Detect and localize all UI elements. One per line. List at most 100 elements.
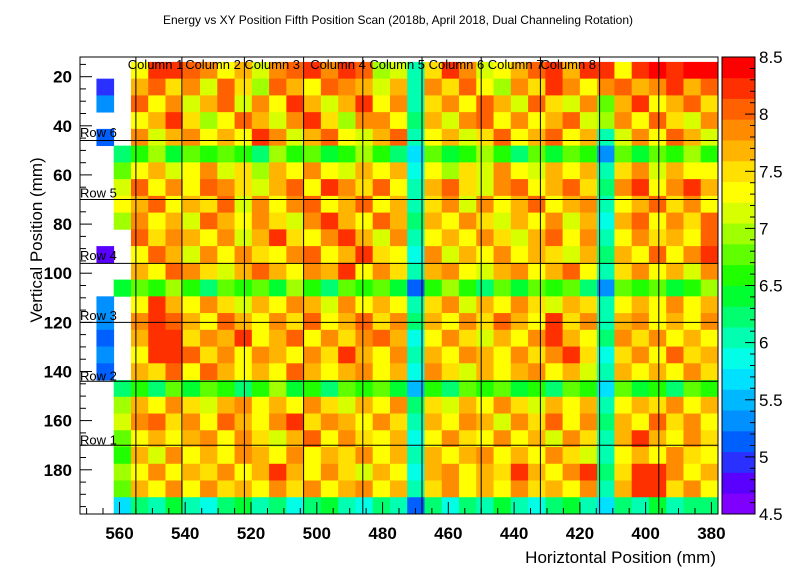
heatmap-cell bbox=[614, 112, 633, 130]
heatmap-cell bbox=[631, 229, 650, 247]
heatmap-cell bbox=[476, 363, 494, 381]
heatmap-cell bbox=[234, 195, 253, 214]
heatmap-cell bbox=[493, 396, 512, 414]
heatmap-cell bbox=[182, 329, 201, 347]
heatmap-cell bbox=[459, 329, 477, 347]
heatmap-cell bbox=[597, 195, 615, 214]
heatmap-cell bbox=[614, 380, 633, 398]
row-label: Row 4 bbox=[80, 248, 117, 263]
heatmap-cell bbox=[510, 112, 529, 130]
heatmap-cell bbox=[493, 61, 512, 80]
heatmap-cell bbox=[510, 95, 529, 113]
heatmap-cell bbox=[700, 396, 719, 414]
heatmap-cell bbox=[510, 262, 529, 280]
heatmap-cell bbox=[148, 329, 166, 347]
colorbar-tick-label: 5 bbox=[759, 448, 768, 467]
heatmap-cell bbox=[320, 396, 339, 414]
heatmap-cell bbox=[631, 329, 650, 347]
heatmap-cell bbox=[148, 480, 166, 498]
heatmap-cell bbox=[165, 229, 184, 247]
heatmap-cell bbox=[597, 413, 615, 431]
heatmap-cell bbox=[648, 363, 667, 381]
heatmap-cell bbox=[459, 229, 477, 247]
x-tick-label: 460 bbox=[434, 524, 462, 543]
heatmap-cell bbox=[320, 229, 339, 247]
heatmap-cell bbox=[459, 296, 477, 314]
heatmap-cell bbox=[355, 329, 374, 347]
heatmap-cell bbox=[372, 396, 391, 414]
heatmap-cell bbox=[666, 463, 684, 481]
y-tick-label: 180 bbox=[44, 461, 72, 480]
heatmap-cell bbox=[217, 262, 235, 280]
x-tick-label: 500 bbox=[303, 524, 331, 543]
heatmap-cell bbox=[631, 162, 650, 180]
heatmap-cell bbox=[165, 447, 184, 465]
heatmap-cell bbox=[493, 145, 512, 163]
heatmap-cell bbox=[251, 413, 270, 431]
heatmap-cell bbox=[666, 195, 684, 214]
heatmap-cell bbox=[648, 396, 667, 414]
heatmap-cell bbox=[700, 145, 719, 163]
colorbar-swatch bbox=[722, 430, 755, 453]
colorbar bbox=[721, 56, 756, 515]
heatmap-cell bbox=[614, 212, 633, 230]
heatmap-cell bbox=[683, 162, 702, 180]
heatmap-cell bbox=[251, 212, 270, 230]
heatmap-cell bbox=[165, 128, 184, 147]
heatmap-cell bbox=[493, 380, 512, 398]
heatmap-cell bbox=[510, 61, 529, 80]
heatmap-cell bbox=[666, 329, 684, 347]
heatmap-cell bbox=[303, 447, 322, 465]
heatmap-cell bbox=[234, 179, 253, 197]
heatmap-cell bbox=[251, 279, 270, 297]
heatmap-cell bbox=[424, 296, 443, 314]
heatmap-cell bbox=[303, 480, 322, 498]
heatmap-cell bbox=[234, 246, 253, 264]
x-tick-label: 560 bbox=[105, 524, 133, 543]
heatmap-cell bbox=[476, 112, 494, 130]
heatmap-cell bbox=[165, 95, 184, 113]
heatmap-cell bbox=[130, 430, 149, 448]
heatmap-cell bbox=[493, 195, 512, 214]
heatmap-cell bbox=[683, 145, 702, 163]
heatmap-cell bbox=[113, 179, 132, 197]
heatmap-cell bbox=[148, 396, 166, 414]
heatmap-cell bbox=[320, 363, 339, 381]
heatmap-cell bbox=[666, 162, 684, 180]
heatmap-cell bbox=[683, 380, 702, 398]
heatmap-cell bbox=[648, 497, 667, 515]
heatmap-cell bbox=[476, 480, 494, 498]
x-tick-label: 400 bbox=[631, 524, 659, 543]
heatmap-cell bbox=[200, 279, 218, 297]
heatmap-cell bbox=[130, 95, 149, 113]
heatmap-cell bbox=[424, 313, 443, 331]
heatmap-cell bbox=[510, 497, 529, 515]
heatmap-cell bbox=[579, 497, 598, 515]
heatmap-cell bbox=[217, 195, 235, 214]
heatmap-cell bbox=[510, 229, 529, 247]
heatmap-cell bbox=[355, 296, 374, 314]
heatmap-cell bbox=[130, 463, 149, 481]
y-tick-label: 100 bbox=[44, 264, 72, 283]
heatmap-cell bbox=[562, 430, 581, 448]
heatmap-cell bbox=[269, 246, 287, 264]
heatmap-cell bbox=[148, 262, 166, 280]
heatmap-cell bbox=[182, 313, 201, 331]
colorbar-swatch bbox=[722, 243, 755, 266]
heatmap-cell bbox=[130, 128, 149, 147]
colorbar-swatch bbox=[722, 119, 755, 141]
heatmap-cell bbox=[182, 128, 201, 147]
heatmap-cell bbox=[234, 229, 253, 247]
heatmap-cell bbox=[493, 246, 512, 264]
heatmap-cell bbox=[372, 463, 391, 481]
heatmap-cell bbox=[631, 179, 650, 197]
heatmap-cell bbox=[217, 396, 235, 414]
heatmap-cell bbox=[200, 380, 218, 398]
heatmap-cell bbox=[614, 396, 633, 414]
heatmap-cell bbox=[666, 480, 684, 498]
colorbar-tick-label: 8 bbox=[759, 105, 768, 124]
heatmap-cell bbox=[113, 430, 132, 448]
column-label: Column 6 bbox=[429, 57, 485, 72]
heatmap-cell bbox=[631, 480, 650, 498]
heatmap-cell bbox=[251, 246, 270, 264]
